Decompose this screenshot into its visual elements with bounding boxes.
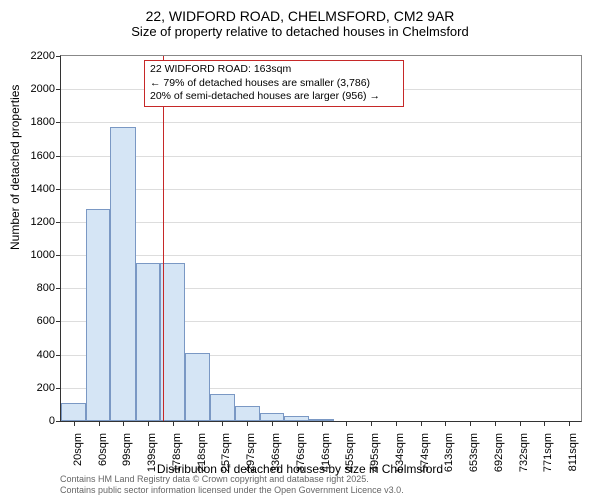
footer: Contains HM Land Registry data © Crown c… <box>60 474 404 496</box>
x-tick-mark <box>445 421 446 426</box>
x-tick-mark <box>247 421 248 426</box>
title-main: 22, WIDFORD ROAD, CHELMSFORD, CM2 9AR <box>0 0 600 24</box>
y-tick-mark <box>56 255 61 256</box>
x-tick-mark <box>520 421 521 426</box>
y-tick-label: 400 <box>37 349 55 361</box>
x-tick-mark <box>371 421 372 426</box>
histogram-bar <box>235 406 260 421</box>
x-tick-mark <box>470 421 471 426</box>
gridline-h <box>61 156 581 157</box>
y-axis-label: Number of detached properties <box>8 85 22 250</box>
histogram-bar <box>136 263 160 421</box>
y-tick-mark <box>56 222 61 223</box>
y-tick-label: 1200 <box>31 216 55 228</box>
x-tick-mark <box>148 421 149 426</box>
y-tick-mark <box>56 156 61 157</box>
y-tick-mark <box>56 355 61 356</box>
x-tick-mark <box>198 421 199 426</box>
x-tick-mark <box>495 421 496 426</box>
histogram-bar <box>210 394 234 421</box>
y-tick-label: 0 <box>49 415 55 427</box>
gridline-h <box>61 189 581 190</box>
y-tick-label: 2000 <box>31 83 55 95</box>
footer-line1: Contains HM Land Registry data © Crown c… <box>60 474 404 485</box>
annotation-line2: ← 79% of detached houses are smaller (3,… <box>150 77 398 91</box>
annotation-box: 22 WIDFORD ROAD: 163sqm ← 79% of detache… <box>144 60 404 107</box>
y-tick-mark <box>56 56 61 57</box>
x-tick-mark <box>396 421 397 426</box>
y-tick-mark <box>56 288 61 289</box>
y-tick-mark <box>56 89 61 90</box>
y-tick-label: 600 <box>37 315 55 327</box>
y-tick-label: 1000 <box>31 249 55 261</box>
histogram-bar <box>86 209 110 421</box>
x-tick-mark <box>272 421 273 426</box>
y-tick-label: 1400 <box>31 183 55 195</box>
plot-area: 0200400600800100012001400160018002000220… <box>60 55 582 422</box>
x-tick-mark <box>346 421 347 426</box>
annotation-line3: 20% of semi-detached houses are larger (… <box>150 90 398 104</box>
y-tick-mark <box>56 321 61 322</box>
y-tick-mark <box>56 388 61 389</box>
x-tick-mark <box>421 421 422 426</box>
histogram-bar <box>110 127 135 421</box>
x-tick-mark <box>569 421 570 426</box>
chart-container: 22, WIDFORD ROAD, CHELMSFORD, CM2 9AR Si… <box>0 0 600 500</box>
title-sub: Size of property relative to detached ho… <box>0 24 600 39</box>
x-tick-mark <box>173 421 174 426</box>
histogram-bar <box>309 419 333 421</box>
x-tick-mark <box>123 421 124 426</box>
histogram-bar <box>61 403 86 421</box>
y-tick-label: 2200 <box>31 50 55 62</box>
reference-line <box>163 56 164 421</box>
annotation-line1: 22 WIDFORD ROAD: 163sqm <box>150 63 398 77</box>
y-tick-label: 200 <box>37 382 55 394</box>
y-tick-label: 1600 <box>31 150 55 162</box>
x-tick-mark <box>74 421 75 426</box>
histogram-bar <box>185 353 210 421</box>
y-tick-label: 800 <box>37 282 55 294</box>
x-tick-mark <box>544 421 545 426</box>
y-tick-mark <box>56 189 61 190</box>
x-tick-mark <box>297 421 298 426</box>
y-tick-label: 1800 <box>31 116 55 128</box>
histogram-bar <box>260 413 284 421</box>
y-tick-mark <box>56 421 61 422</box>
gridline-h <box>61 222 581 223</box>
x-tick-mark <box>322 421 323 426</box>
x-tick-mark <box>222 421 223 426</box>
gridline-h <box>61 255 581 256</box>
x-tick-mark <box>99 421 100 426</box>
gridline-h <box>61 122 581 123</box>
y-tick-mark <box>56 122 61 123</box>
footer-line2: Contains public sector information licen… <box>60 485 404 496</box>
histogram-bar <box>284 416 309 421</box>
